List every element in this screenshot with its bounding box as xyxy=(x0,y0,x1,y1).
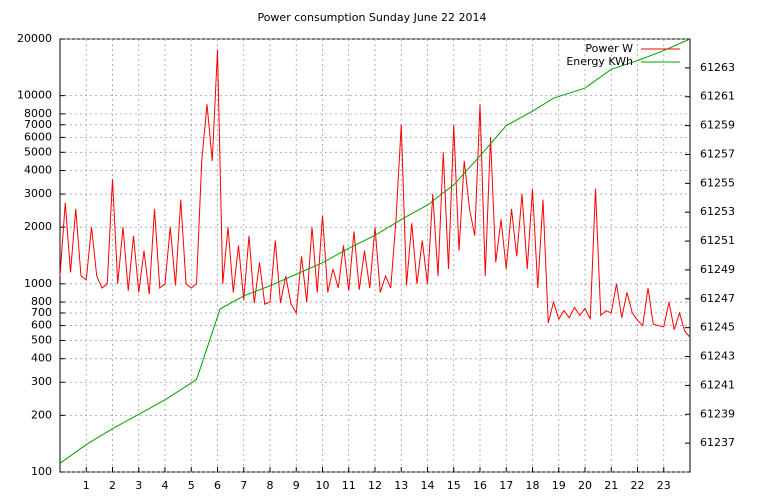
y-tick-label: 6000 xyxy=(24,130,52,143)
y2-tick-label: 61241 xyxy=(700,378,735,391)
x-tick-label: 12 xyxy=(368,479,382,492)
x-tick-label: 3 xyxy=(135,479,142,492)
data-line xyxy=(59,38,691,464)
y-tick-label: 500 xyxy=(31,333,52,346)
y2-tick-label: 61237 xyxy=(700,436,735,449)
x-tick-label: 4 xyxy=(162,479,169,492)
y2-tick-label: 61251 xyxy=(700,234,735,247)
y2-tick-label: 61263 xyxy=(700,61,735,74)
y2-tick-label: 61261 xyxy=(700,90,735,103)
chart-title: Power consumption Sunday June 22 2014 xyxy=(257,11,486,24)
y2-tick-label: 61259 xyxy=(700,119,735,132)
x-tick-label: 22 xyxy=(631,479,645,492)
x-tick-label: 10 xyxy=(316,479,330,492)
x-tick-label: 21 xyxy=(604,479,618,492)
y-tick-label: 4000 xyxy=(24,164,52,177)
y-tick-label: 7000 xyxy=(24,118,52,131)
x-tick-label: 14 xyxy=(421,479,435,492)
y2-tick-label: 61245 xyxy=(700,321,735,334)
y2-tick-label: 61255 xyxy=(700,176,735,189)
y-tick-label: 100 xyxy=(31,465,52,478)
x-tick-label: 5 xyxy=(188,479,195,492)
data-line xyxy=(59,49,691,338)
y-tick-label: 5000 xyxy=(24,145,52,158)
x-tick-label: 2 xyxy=(109,479,116,492)
y-tick-label: 2000 xyxy=(24,220,52,233)
y2-tick-label: 61249 xyxy=(700,263,735,276)
x-tick-label: 19 xyxy=(552,479,566,492)
y-tick-label: 300 xyxy=(31,375,52,388)
y2-tick-label: 61253 xyxy=(700,205,735,218)
y-tick-label: 8000 xyxy=(24,107,52,120)
x-tick-label: 15 xyxy=(447,479,461,492)
x-tick-label: 20 xyxy=(578,479,592,492)
x-tick-label: 13 xyxy=(394,479,408,492)
y2-tick-label: 61243 xyxy=(700,350,735,363)
y2-tick-label: 61247 xyxy=(700,292,735,305)
x-tick-label: 23 xyxy=(657,479,671,492)
x-tick-label: 7 xyxy=(240,479,247,492)
y2-tick-label: 61257 xyxy=(700,147,735,160)
legend-label: Energy KWh xyxy=(566,55,633,68)
y-tick-label: 1000 xyxy=(24,277,52,290)
x-tick-label: 6 xyxy=(214,479,221,492)
x-tick-label: 1 xyxy=(83,479,90,492)
x-tick-label: 8 xyxy=(267,479,274,492)
legend-label: Power W xyxy=(585,42,633,55)
y-tick-label: 3000 xyxy=(24,187,52,200)
y-tick-label: 700 xyxy=(31,306,52,319)
y-tick-label: 800 xyxy=(31,295,52,308)
x-tick-label: 9 xyxy=(293,479,300,492)
x-tick-label: 11 xyxy=(342,479,356,492)
y-tick-label: 10000 xyxy=(17,89,52,102)
x-tick-label: 18 xyxy=(526,479,540,492)
x-tick-label: 16 xyxy=(473,479,487,492)
y-tick-label: 20000 xyxy=(17,32,52,45)
y-tick-label: 400 xyxy=(31,352,52,365)
y-tick-label: 600 xyxy=(31,319,52,332)
y-tick-label: 200 xyxy=(31,408,52,421)
x-tick-label: 17 xyxy=(499,479,513,492)
y2-tick-label: 61239 xyxy=(700,407,735,420)
